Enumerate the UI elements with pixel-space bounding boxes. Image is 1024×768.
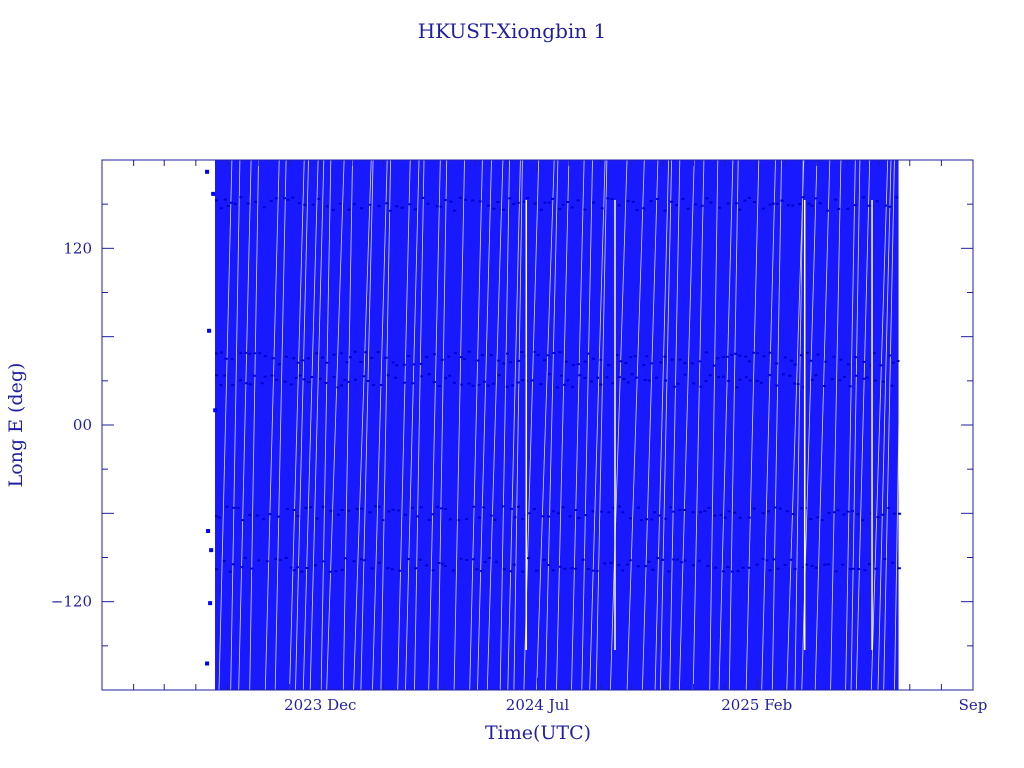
y-tick-label: −120	[51, 593, 92, 611]
axis-ticks	[101, 160, 974, 690]
data-point	[209, 548, 214, 553]
series-cluster	[215, 196, 899, 212]
data-point	[208, 601, 213, 606]
x-tick-label: 2025 Feb	[721, 696, 792, 714]
data-point	[207, 328, 212, 333]
data-point	[206, 529, 211, 533]
x-tick-label: 2024 Jul	[506, 696, 570, 714]
series-cluster	[215, 556, 901, 573]
y-tick-label: 00	[73, 416, 92, 434]
y-tick-label: 120	[63, 239, 92, 257]
y-axis-label: Long E (deg)	[5, 363, 27, 488]
data-point	[205, 661, 210, 666]
series-cluster	[215, 373, 894, 389]
x-tick-label: 2023 Dec	[284, 696, 356, 714]
tick-labels: 120 00 −120 2023 Dec 2024 Jul 2025 Feb Sep	[51, 239, 988, 714]
series-cluster	[215, 350, 900, 367]
data-point	[211, 191, 216, 196]
x-tick-label: Sep	[959, 696, 988, 714]
plot-data-area	[205, 159, 904, 691]
data-point	[205, 169, 210, 174]
chart-title: HKUST-Xiongbin 1	[418, 19, 607, 43]
x-axis-label: Time(UTC)	[485, 722, 591, 744]
series-wrap-lines	[218, 159, 904, 691]
